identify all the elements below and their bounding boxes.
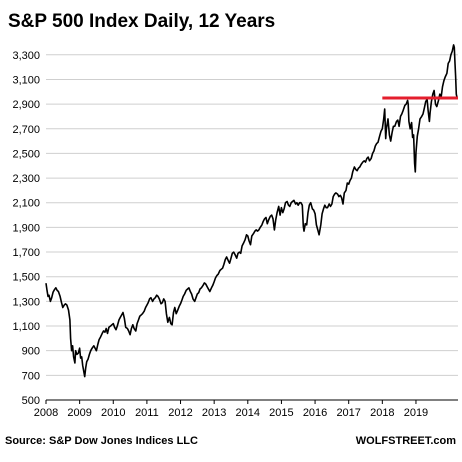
x-tick-label: 2014 <box>236 407 260 419</box>
y-tick-label: 1,300 <box>12 296 40 308</box>
x-axis-ticks: 2008 2009 2010 2011 2012 2013 2014 2015 2016 2017… <box>34 400 428 419</box>
x-tick-label: 2008 <box>34 407 58 419</box>
y-tick-label: 2,700 <box>12 124 40 136</box>
x-tick-label: 2010 <box>101 407 125 419</box>
y-tick-label: 2,100 <box>12 198 40 210</box>
x-tick-label: 2011 <box>135 407 159 419</box>
x-tick-label: 2012 <box>168 407 192 419</box>
x-tick-label: 2015 <box>269 407 293 419</box>
y-tick-label: 3,300 <box>12 50 40 62</box>
brand-label: WOLFSTREET.com <box>356 435 456 447</box>
y-tick-label: 500 <box>22 395 40 407</box>
chart-title: S&P 500 Index Daily, 12 Years <box>8 11 275 32</box>
y-tick-label: 900 <box>22 346 40 358</box>
y-axis-ticks: 500 700 900 1,100 1,300 1,500 1,700 1,900 2,100 2… <box>12 50 40 407</box>
y-tick-label: 1,900 <box>12 222 40 234</box>
grid-layer <box>46 54 458 401</box>
y-tick-label: 2,900 <box>12 99 40 111</box>
y-tick-label: 1,700 <box>12 247 40 259</box>
y-tick-label: 2,300 <box>12 173 40 185</box>
x-tick-label: 2018 <box>370 407 394 419</box>
y-tick-label: 700 <box>22 370 40 382</box>
source-note: Source: S&P Dow Jones Indices LLC <box>5 435 198 447</box>
x-tick-label: 2019 <box>404 407 428 419</box>
x-tick-label: 2017 <box>336 407 360 419</box>
y-tick-label: 3,100 <box>12 74 40 86</box>
y-tick-label: 2,500 <box>12 148 40 160</box>
x-tick-label: 2016 <box>303 407 327 419</box>
y-tick-label: 1,500 <box>12 272 40 284</box>
x-tick-label: 2009 <box>67 407 91 419</box>
series-line-sp500 <box>45 44 458 378</box>
y-tick-label: 1,100 <box>12 321 40 333</box>
x-tick-label: 2013 <box>202 407 226 419</box>
